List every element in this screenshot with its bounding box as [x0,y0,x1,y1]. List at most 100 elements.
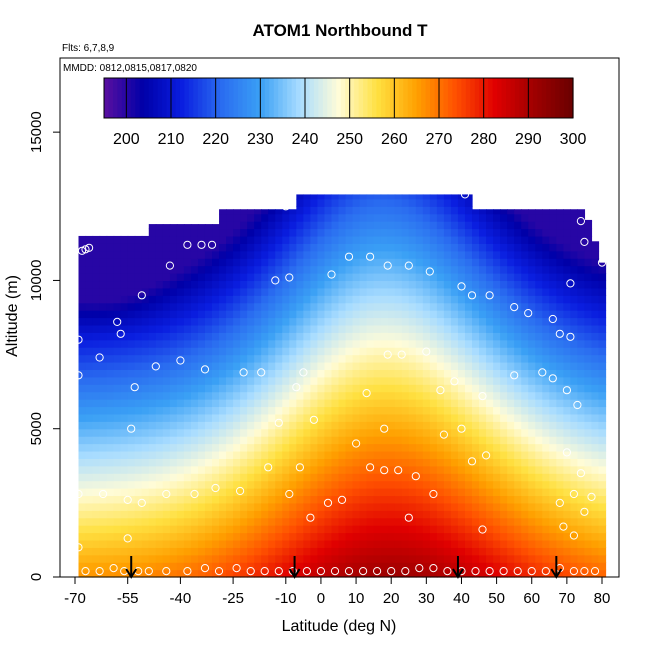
heatmap-cell [219,473,227,482]
heatmap-cell [577,347,586,356]
heatmap-cell [134,465,143,474]
heatmap-cell [401,547,410,556]
heatmap-cell [162,258,171,267]
heatmap-cell [479,465,487,474]
heatmap-cell [183,310,192,319]
heatmap-cell [373,547,382,556]
heatmap-cell [261,354,269,363]
heatmap-cell [141,413,150,422]
heatmap-cell [226,384,234,393]
heatmap-cell [549,310,557,319]
heatmap-cell [289,250,297,259]
heatmap-cell [127,547,136,556]
heatmap-cell [577,539,586,548]
heatmap-cell [387,302,396,311]
heatmap-cell [113,310,122,319]
heatmap-cell [289,287,297,296]
heatmap-cell [141,562,150,571]
heatmap-cell [450,258,459,267]
heatmap-cell [415,287,424,296]
heatmap-cell [120,436,129,445]
heatmap-cell [127,317,136,326]
heatmap-cell [113,428,122,437]
heatmap-cell [219,235,227,244]
sample-point [257,368,266,377]
heatmap-cell [479,280,487,289]
heatmap-cell [394,569,403,578]
heatmap-cell [528,354,536,363]
heatmap-cell [486,399,494,408]
heatmap-cell [169,384,178,393]
heatmap-cell [85,243,94,252]
heatmap-cell [282,354,290,363]
heatmap-cell [549,384,557,393]
heatmap-cell [542,221,550,230]
heatmap-cell [226,265,234,274]
heatmap-cell [345,443,354,452]
heatmap-cell [190,265,199,274]
heatmap-cell [556,562,564,571]
heatmap-cell [472,221,480,230]
heatmap-cell [577,436,586,445]
heatmap-cell [457,517,466,526]
heatmap-cell [261,228,269,237]
heatmap-cell [408,399,417,408]
heatmap-cell [556,569,564,578]
heatmap-cell [500,421,508,430]
heatmap-cell [296,302,304,311]
heatmap-cell [219,221,227,230]
heatmap-cell [233,539,241,548]
heatmap-cell [472,369,480,378]
heatmap-cell [500,250,508,259]
heatmap-cell [373,324,382,333]
heatmap-cell [521,287,529,296]
heatmap-cell [190,310,199,319]
heatmap-cell [289,295,297,304]
heatmap-cell [92,295,101,304]
heatmap-cell [472,465,480,474]
heatmap-cell [464,510,473,519]
heatmap-cell [261,458,269,467]
heatmap-cell [296,258,304,267]
heatmap-cell [240,273,248,282]
heatmap-cell [577,480,586,489]
heatmap-cell [598,265,607,274]
colorbar-swatch [497,78,503,118]
heatmap-cell [289,562,297,571]
heatmap-cell [556,228,564,237]
heatmap-cell [373,302,382,311]
heatmap-cell [106,347,115,356]
heatmap-cell [261,302,269,311]
heatmap-cell [387,310,396,319]
heatmap-cell [556,473,564,482]
heatmap-cell [78,495,87,504]
heatmap-cell [556,443,564,452]
heatmap-cell [317,495,326,504]
heatmap-cell [324,332,333,341]
colorbar-tick-label: 210 [158,131,185,148]
heatmap-cell [394,532,403,541]
heatmap-cell [408,354,417,363]
heatmap-cell [598,280,607,289]
heatmap-cell [226,310,234,319]
heatmap-cell [570,228,579,237]
heatmap-cell [261,273,269,282]
heatmap-cell [542,413,550,422]
heatmap-cell [415,562,424,571]
sample-point [232,564,241,573]
sample-point [555,498,564,507]
heatmap-cell [254,354,262,363]
heatmap-cell [366,458,375,467]
sample-point [366,463,375,472]
heatmap-cell [289,436,297,445]
heatmap-cell [247,332,255,341]
heatmap-cell [577,413,586,422]
heatmap-cell [408,258,417,267]
heatmap-cell [563,421,571,430]
heatmap-cell [577,273,586,282]
heatmap-cell [514,228,522,237]
heatmap-cell [422,324,431,333]
heatmap-cell [233,421,241,430]
heatmap-cell [549,510,557,519]
heatmap-cell [176,347,185,356]
